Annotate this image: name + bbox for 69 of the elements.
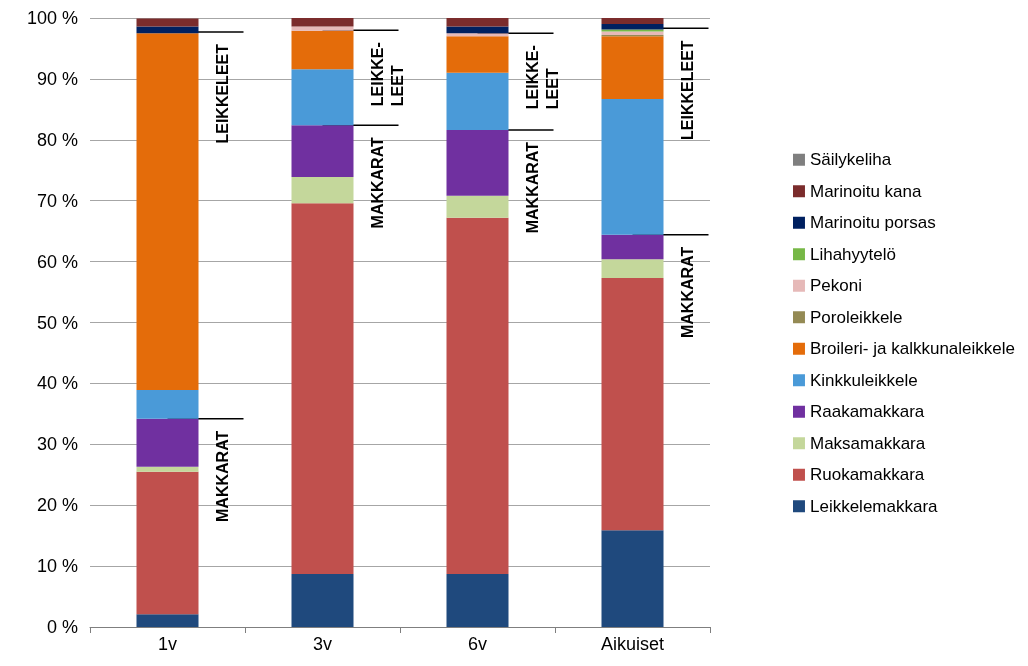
legend-label: Lihahyytelö [809,244,896,264]
bar [136,26,199,34]
bar [291,30,354,70]
legend-label: Leikkelemakkara [809,496,939,516]
bar [446,574,509,627]
annotation: MAKKARAT [369,136,386,229]
y-tick-label: 50 % [36,312,78,333]
bar [136,390,199,419]
legend-label: Broileri- ja kalkkunaleikkele [809,339,1015,359]
bar [136,18,199,27]
annotation: LEIKKE- LEET [524,45,561,110]
y-tick-label: 10 % [36,556,78,577]
bar [601,18,664,25]
bar [601,99,664,235]
bar [446,195,509,218]
legend-label: Poroleikkele [809,307,903,327]
annotation: MAKKARAT [214,430,231,522]
y-tick-label: 70 % [36,190,78,211]
x-tick-label: 3v [312,634,333,654]
annotation: LEIKKELEET [214,43,231,144]
y-tick-label: 100 % [26,8,78,28]
bar [291,18,354,27]
annotation: LEIKKELEET [679,40,696,140]
bar [136,33,199,391]
bar [601,24,664,30]
legend-label: Raakamakkara [809,402,925,422]
bar [601,278,664,531]
bar [446,26,509,34]
bar [136,418,199,467]
x-tick-label: Aikuiset [600,634,665,654]
legend-label: Pekoni [809,276,862,296]
bar [291,203,354,575]
bar [601,259,664,279]
legend-label: Säilykeliha [809,150,892,170]
bar [446,130,509,196]
bar [601,31,664,36]
bar [446,33,509,37]
bar [601,234,664,260]
y-tick-label: 0 % [46,617,78,637]
bar [601,530,664,627]
y-tick-label: 40 % [36,373,78,394]
bar [291,69,354,126]
legend-label: Ruokamakkara [809,465,925,485]
bar [291,125,354,177]
bar [291,574,354,627]
bar [291,176,354,204]
bar [446,18,509,27]
bar [446,217,509,575]
y-tick-label: 90 % [36,68,78,89]
x-tick-label: 6v [467,634,488,654]
bar [291,26,354,31]
bar [446,72,509,131]
annotation: MAKKARAT [679,246,696,339]
bar [136,466,199,472]
y-tick-label: 30 % [36,434,78,455]
annotation: LEIKKE- LEET [369,42,406,107]
y-tick-label: 60 % [36,251,78,272]
y-tick-label: 80 % [36,129,78,150]
y-tick-label: 20 % [36,495,78,516]
legend-label: Maksamakkara [809,433,926,453]
bar [446,36,509,73]
annotation: MAKKARAT [524,141,541,234]
legend-label: Marinoitu porsas [809,213,936,233]
bar [136,471,199,615]
x-tick-label: 1v [157,634,178,654]
bar [601,36,664,99]
bar [136,614,199,627]
legend-label: Marinoitu kana [809,181,923,201]
legend-label: Kinkkuleikkele [809,370,918,390]
